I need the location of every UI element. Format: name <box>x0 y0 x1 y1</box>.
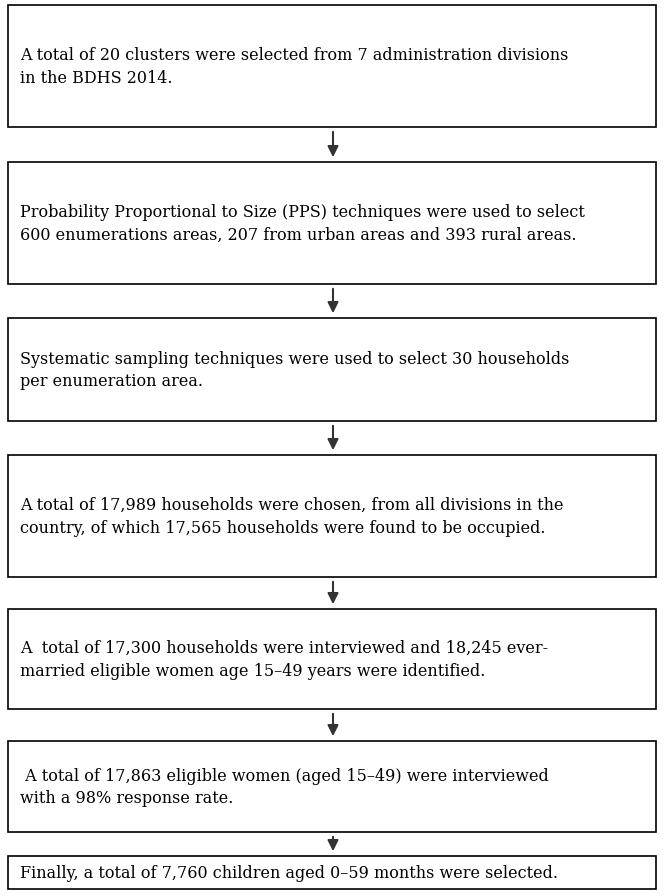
Bar <box>8 455 656 578</box>
Text: Probability Proportional to Size (PPS) techniques were used to select
600 enumer: Probability Proportional to Size (PPS) t… <box>20 204 585 244</box>
Bar <box>8 610 656 709</box>
Text: A total of 17,989 households were chosen, from all divisions in the
country, of : A total of 17,989 households were chosen… <box>20 496 563 536</box>
Text: Systematic sampling techniques were used to select 30 households
per enumeration: Systematic sampling techniques were used… <box>20 350 569 390</box>
Text: A total of 17,863 eligible women (aged 15–49) were interviewed
with a 98% respon: A total of 17,863 eligible women (aged 1… <box>20 767 549 806</box>
Text: A total of 20 clusters were selected from 7 administration divisions
in the BDHS: A total of 20 clusters were selected fro… <box>20 47 568 87</box>
Text: Finally, a total of 7,760 children aged 0–59 months were selected.: Finally, a total of 7,760 children aged … <box>20 864 558 881</box>
Bar <box>8 856 656 889</box>
Bar <box>8 6 656 128</box>
Bar <box>8 318 656 422</box>
Bar <box>8 163 656 284</box>
Text: A  total of 17,300 households were interviewed and 18,245 ever-
married eligible: A total of 17,300 households were interv… <box>20 639 548 679</box>
Bar <box>8 741 656 832</box>
